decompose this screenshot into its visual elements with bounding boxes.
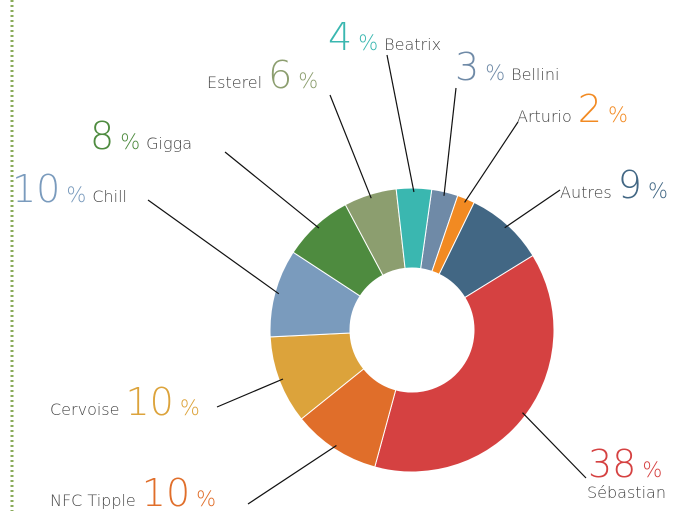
unit-label: % [66,183,86,207]
slice [395,187,433,270]
legend-label: Autres [560,183,612,202]
value-label: 8 [90,114,114,158]
legend-label: Cervoise [50,400,119,419]
unit-label: % [642,458,662,482]
slice-label: NFC Tipple 10% [50,471,216,511]
slices [269,187,555,473]
leader-line [464,121,519,203]
slice-label: 4% Beatrix [328,15,441,59]
legend-label: Esterel [207,73,262,92]
unit-label: % [120,130,140,154]
slice-label: Cervoise 10% [50,380,200,424]
value-label: 10 [12,167,60,211]
leader-line [224,151,320,229]
unit-label: % [358,31,378,55]
value-label: 9 [618,163,642,207]
value-label: 4 [328,15,352,59]
slice-label: Esterel 6% [207,53,318,97]
leader-line [216,378,284,408]
unit-label: % [485,61,505,85]
slice-label: 3% Bellini [455,45,559,89]
unit-label: % [608,103,628,127]
value-label: 3 [455,45,479,89]
slice-label: 10% Chill [12,167,127,211]
leader-line [386,54,415,193]
legend-label: Gigga [146,134,192,153]
legend-label: Sébastian [587,483,666,502]
slice-label: 38% Sébastian [587,442,666,502]
slice-label: Autres 9% [560,163,668,207]
unit-label: % [648,179,668,203]
value-label: 10 [125,380,173,424]
unit-label: % [180,396,200,420]
slice-label: Arturio 2% [517,87,628,131]
leader-line [522,412,587,479]
legend-label: Beatrix [384,35,441,54]
legend-label: Chill [92,187,127,206]
unit-label: % [298,69,318,93]
value-label: 6 [268,53,292,97]
leader-line [147,199,280,295]
value-label: 38 [588,442,636,486]
leader-line [443,87,457,196]
legend-label: Arturio [517,107,572,126]
unit-label: % [196,487,216,511]
slice-label: 8% Gigga [90,114,192,158]
legend-label: NFC Tipple [50,491,136,510]
legend-label: Bellini [511,65,559,84]
slice [374,254,555,473]
leader-line [247,444,337,505]
leader-line [329,94,372,199]
value-label: 10 [142,471,190,511]
leader-line [504,189,561,229]
value-label: 2 [578,87,602,131]
